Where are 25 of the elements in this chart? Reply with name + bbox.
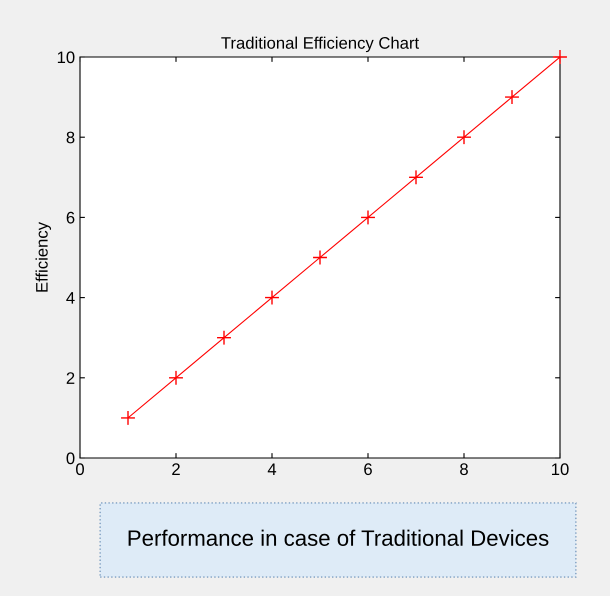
- point: [552, 49, 568, 65]
- x-tick-label: 10: [552, 463, 569, 476]
- x-tick-label: 0: [76, 463, 84, 476]
- y-tick-label: 6: [66, 212, 74, 224]
- y-axis-title: Efficiency: [36, 222, 52, 292]
- y-tick-label: 0: [66, 452, 74, 464]
- y-tick-label: 4: [66, 292, 75, 304]
- point: [120, 410, 136, 426]
- point: [504, 89, 520, 105]
- point: [408, 170, 424, 185]
- x-tick-label: 6: [364, 463, 372, 476]
- text: Performance in case of Traditional Devices: [128, 530, 548, 546]
- x-tick-label: 8: [460, 463, 468, 476]
- y-tick-label: 8: [66, 132, 74, 144]
- x-tick-label: 2: [172, 463, 180, 475]
- chart-title: Traditional Efficiency Chart: [221, 36, 419, 52]
- point: [168, 370, 184, 386]
- point: [216, 330, 232, 346]
- point: [456, 130, 472, 145]
- point: [312, 250, 328, 266]
- point: [264, 290, 280, 306]
- point: [360, 210, 376, 226]
- x-tick-label: 4: [268, 463, 276, 475]
- y-tick-label: 2: [66, 372, 74, 384]
- y-tick-label: 10: [58, 51, 74, 64]
